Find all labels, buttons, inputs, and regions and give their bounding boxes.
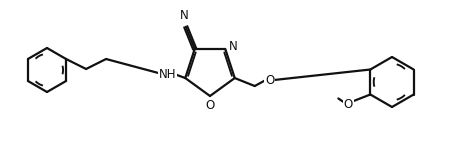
Text: N: N — [229, 40, 238, 53]
Text: NH: NH — [158, 68, 176, 80]
Text: O: O — [206, 99, 215, 112]
Text: N: N — [180, 9, 189, 22]
Text: O: O — [344, 98, 353, 111]
Text: O: O — [265, 74, 274, 87]
